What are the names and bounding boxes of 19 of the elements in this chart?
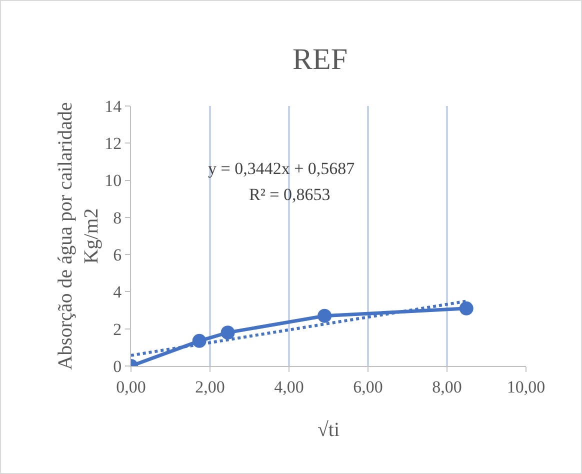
x-tick-label: 8,00 [432, 377, 462, 396]
y-tick-label: 10 [104, 171, 122, 190]
y-tick-label: 6 [113, 246, 122, 265]
y-tick-label: 8 [113, 208, 122, 228]
y-tick-label: 14 [104, 96, 122, 116]
y-tick-label: 2 [113, 320, 122, 339]
x-tick-label: 10,00 [506, 377, 546, 396]
x-axis-title: √ti [317, 419, 340, 441]
y-tick-label: 0 [113, 356, 122, 376]
x-tick-label: 0,00 [116, 377, 146, 396]
x-tick-label: 6,00 [353, 377, 383, 396]
y-tick-label: 12 [104, 134, 122, 154]
y-axis-title: Absorção de água por cailaridade Kg/m2 [54, 102, 103, 370]
x-tick-label: 4,00 [274, 377, 304, 396]
annotation: R² = 0,8653 [249, 185, 330, 204]
x-tick-label: 2,00 [195, 377, 225, 396]
annotation: y = 0,3442x + 0,5687 [208, 159, 356, 178]
chart-title: REF [292, 43, 348, 76]
y-tick-label: 4 [113, 282, 122, 302]
